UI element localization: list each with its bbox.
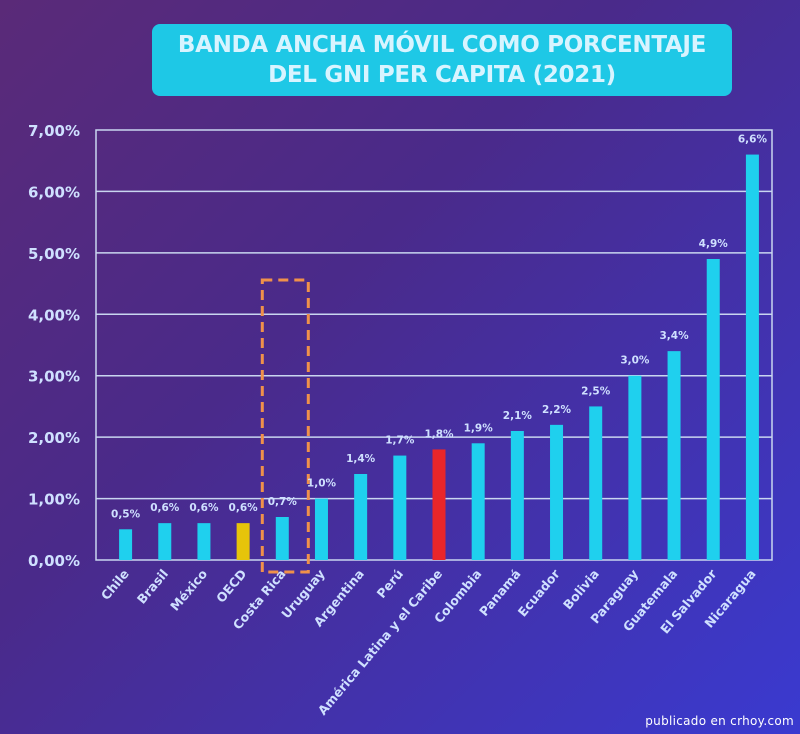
y-tick-label: 6,00% bbox=[28, 183, 80, 201]
bar-américa-latina-y-el-caribe bbox=[432, 449, 446, 560]
bar-nicaragua bbox=[745, 154, 759, 561]
data-label: 4,9% bbox=[699, 238, 729, 250]
y-tick-label: 5,00% bbox=[28, 245, 80, 263]
y-tick-label: 4,00% bbox=[28, 306, 80, 324]
y-tick-label: 7,00% bbox=[28, 122, 80, 140]
data-label: 6,6% bbox=[738, 134, 768, 146]
data-label: 1,7% bbox=[385, 435, 415, 447]
costa-rica-highlight-box bbox=[260, 278, 310, 574]
bar-chile bbox=[119, 529, 133, 560]
bar-costa-rica bbox=[275, 517, 289, 560]
title-line-1: BANDA ANCHA MÓVIL COMO PORCENTAJE bbox=[177, 32, 707, 58]
bar-ecuador bbox=[550, 424, 564, 560]
x-category-label: México bbox=[167, 566, 210, 614]
bar-el-salvador bbox=[706, 259, 720, 560]
bar-perú bbox=[393, 455, 407, 560]
x-category-label: Ecuador bbox=[515, 566, 564, 620]
data-label: 1,4% bbox=[346, 453, 376, 465]
y-tick-label: 0,00% bbox=[28, 552, 80, 570]
data-label: 3,4% bbox=[659, 330, 689, 342]
data-label: 1,9% bbox=[464, 422, 494, 434]
y-tick-label: 1,00% bbox=[28, 491, 80, 509]
bar-guatemala bbox=[667, 351, 681, 560]
x-category-label: Perú bbox=[374, 566, 407, 601]
data-label: 2,2% bbox=[542, 404, 572, 416]
bar-oecd bbox=[236, 523, 250, 560]
title-line-2: DEL GNI PER CAPITA (2021) bbox=[268, 62, 616, 88]
data-label: 3,0% bbox=[620, 355, 650, 367]
data-label: 0,6% bbox=[189, 502, 219, 514]
bar-méxico bbox=[197, 523, 211, 560]
chart-title: BANDA ANCHA MÓVIL COMO PORCENTAJE DEL GN… bbox=[152, 24, 732, 96]
data-label: 0,5% bbox=[111, 508, 141, 520]
data-label: 0,6% bbox=[150, 502, 180, 514]
y-tick-label: 2,00% bbox=[28, 429, 80, 447]
data-label: 2,5% bbox=[581, 385, 611, 397]
bar-colombia bbox=[471, 443, 485, 560]
x-category-label: Chile bbox=[98, 566, 132, 603]
watermark: publicado en crhoy.com bbox=[645, 714, 794, 728]
bar-bolivia bbox=[589, 406, 603, 560]
x-category-label: OECD bbox=[213, 566, 249, 605]
bar-panamá bbox=[510, 431, 524, 560]
bar-uruguay bbox=[314, 498, 328, 560]
data-label: 1,8% bbox=[424, 428, 454, 440]
x-category-label: Brasil bbox=[134, 566, 171, 606]
data-label: 0,6% bbox=[229, 502, 259, 514]
data-label: 2,1% bbox=[503, 410, 533, 422]
data-label: 0,7% bbox=[268, 496, 298, 508]
bar-argentina bbox=[354, 474, 368, 560]
y-tick-label: 3,00% bbox=[28, 368, 80, 386]
bar-paraguay bbox=[628, 375, 642, 560]
data-label: 1,0% bbox=[307, 478, 337, 490]
bar-brasil bbox=[158, 523, 172, 560]
